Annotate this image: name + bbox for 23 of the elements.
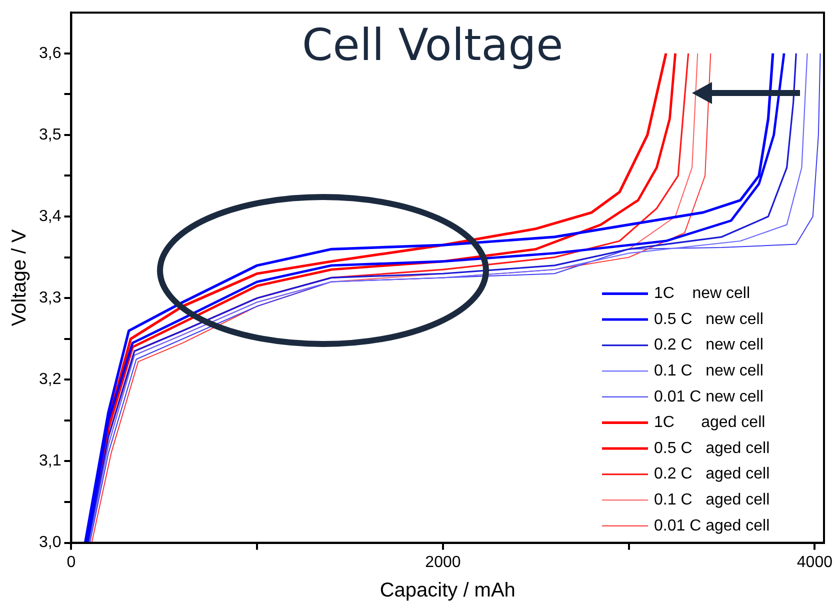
y-tick-label: 3,1	[38, 452, 62, 470]
legend-label: 1C aged cell	[654, 414, 766, 432]
y-axis-title: Voltage / V	[8, 228, 31, 326]
legend-label: 0.1 C new cell	[654, 362, 764, 380]
legend-label: 0.2 C aged cell	[654, 466, 770, 483]
legend-label: 0.01 C aged cell	[654, 517, 770, 534]
legend-label: 0.01 C new cell	[654, 388, 764, 406]
legend-label: 0.5 C new cell	[654, 310, 764, 328]
x-tick-label: 0	[66, 554, 76, 571]
y-tick-label: 3,4	[38, 208, 62, 225]
legend-label: 0.1 C aged cell	[654, 492, 770, 509]
x-tick-label: 4000	[796, 554, 833, 571]
x-axis-title: Capacity / mAh	[380, 580, 516, 602]
legend-label: 0.5 C aged cell	[654, 440, 770, 457]
legend-label: 0.2 C new cell	[654, 336, 764, 354]
y-tick-label: 3,2	[38, 371, 62, 388]
y-tick-label: 3,6	[38, 44, 62, 62]
chart-title: Cell Voltage	[302, 20, 564, 72]
x-tick-label: 2000	[425, 554, 461, 571]
y-tick-label: 3,3	[38, 290, 62, 306]
y-tick-label: 3,5	[38, 126, 62, 144]
y-tick-label: 3,0	[38, 534, 62, 552]
legend-label: 1C new cell	[654, 285, 750, 302]
